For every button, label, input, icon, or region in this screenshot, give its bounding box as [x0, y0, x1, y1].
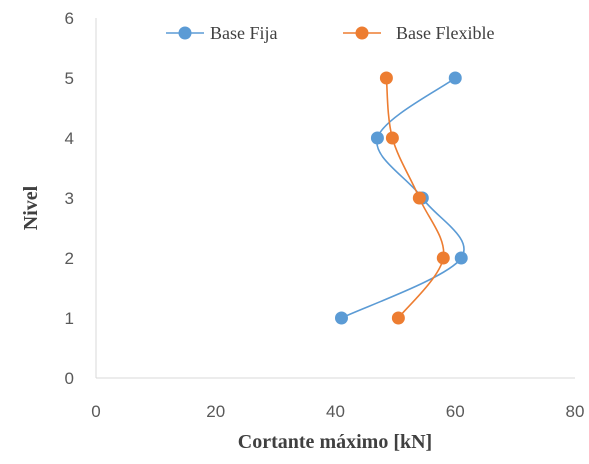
data-point [412, 191, 426, 205]
series-line [341, 77, 465, 319]
x-axis-title: Cortante máximo [kN] [238, 431, 432, 453]
y-tick-label: 5 [65, 69, 74, 88]
x-tick-label: 80 [566, 402, 585, 421]
data-point [385, 131, 399, 145]
x-tick-label: 0 [91, 402, 100, 421]
series-0 [334, 71, 468, 325]
legend-label: Base Flexible [396, 23, 494, 43]
y-tick-label: 6 [65, 9, 74, 28]
y-tick-label: 4 [65, 129, 74, 148]
data-point [454, 251, 468, 265]
y-axis-title: Nivel [20, 185, 42, 230]
data-point [391, 311, 405, 325]
y-tick-label: 1 [65, 309, 74, 328]
data-point [334, 311, 348, 325]
y-tick-label: 3 [65, 189, 74, 208]
series-1 [379, 71, 450, 325]
y-tick-label: 2 [65, 249, 74, 268]
legend-item: Base Flexible [343, 23, 494, 43]
axes [95, 18, 575, 379]
data-point [436, 251, 450, 265]
legend-label: Base Fija [210, 23, 278, 43]
legend-item: Base Fija [166, 23, 278, 43]
data-point [379, 71, 393, 85]
x-tick-label: 40 [326, 402, 345, 421]
data-point [448, 71, 462, 85]
y-tick-label: 0 [65, 369, 74, 388]
data-point [370, 131, 384, 145]
x-tick-label: 20 [206, 402, 225, 421]
legend: Base Fija Base Flexible [166, 23, 494, 43]
tick-labels: 0 20 40 60 80 0 1 2 3 4 5 6 [65, 9, 585, 421]
series [334, 71, 468, 325]
x-tick-label: 60 [446, 402, 465, 421]
legend-marker [355, 26, 369, 40]
legend-marker [178, 26, 192, 40]
